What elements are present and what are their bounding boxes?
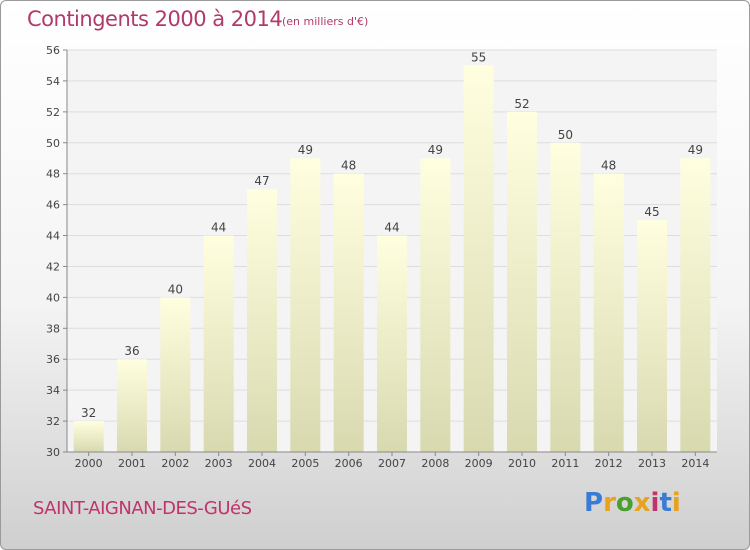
y-tick-label: 52 xyxy=(46,106,60,119)
logo-letter: i xyxy=(650,488,660,518)
y-tick-label: 48 xyxy=(46,168,60,181)
y-axis-ticks: 30 32 34 36 38 40 42 44 46 48 50 52 54 56 xyxy=(46,44,67,459)
x-tick-label: 2010 xyxy=(508,457,536,470)
bar-2004 xyxy=(247,189,277,452)
bar-2013 xyxy=(637,220,667,452)
data-label: 32 xyxy=(81,406,96,420)
x-tick-label: 2013 xyxy=(638,457,666,470)
x-tick-label: 2011 xyxy=(551,457,579,470)
y-tick-label: 34 xyxy=(46,384,60,397)
y-tick-label: 54 xyxy=(46,75,60,88)
data-label: 49 xyxy=(298,143,313,157)
bar-2010 xyxy=(507,111,537,452)
data-label: 55 xyxy=(471,50,486,64)
y-tick-label: 50 xyxy=(46,137,60,150)
x-tick-label: 2007 xyxy=(378,457,406,470)
y-tick-label: 56 xyxy=(46,44,60,57)
y-tick-label: 30 xyxy=(46,446,60,459)
data-label: 52 xyxy=(514,97,529,111)
bar-2001 xyxy=(117,359,147,452)
x-tick-label: 2006 xyxy=(335,457,363,470)
bar-2000 xyxy=(73,421,104,452)
bar-2005 xyxy=(290,158,321,452)
data-label: 44 xyxy=(211,221,226,235)
bar-2008 xyxy=(420,158,451,452)
data-label: 47 xyxy=(254,174,269,188)
data-label: 48 xyxy=(601,159,616,173)
place-name: SAINT-AIGNAN-DES-GUéS xyxy=(33,498,252,519)
bar-2009 xyxy=(463,65,494,452)
logo-letter: i xyxy=(671,488,681,518)
data-labels: 32 36 40 44 47 49 48 44 49 55 52 50 48 45 49 xyxy=(81,50,703,420)
bar-2012 xyxy=(593,173,624,452)
x-tick-label: 2005 xyxy=(291,457,319,470)
bar-2003 xyxy=(203,235,234,452)
x-tick-label: 2000 xyxy=(75,457,103,470)
y-tick-label: 42 xyxy=(46,260,60,273)
y-tick-label: 38 xyxy=(46,322,60,335)
bar-2007 xyxy=(377,235,407,452)
x-tick-label: 2012 xyxy=(595,457,623,470)
bar-2011 xyxy=(550,142,581,452)
data-label: 44 xyxy=(384,221,399,235)
y-tick-label: 36 xyxy=(46,353,60,366)
x-tick-label: 2008 xyxy=(421,457,449,470)
logo-letter: t xyxy=(659,488,672,518)
y-tick-label: 32 xyxy=(46,415,60,428)
x-tick-label: 2001 xyxy=(118,457,146,470)
chart-title: Contingents 2000 à 2014 xyxy=(27,7,283,31)
bar-2014 xyxy=(680,158,711,452)
x-axis-ticks: 2000 2001 2002 2003 2004 2005 2006 2007 2008 2009… xyxy=(75,452,709,470)
y-tick-label: 40 xyxy=(46,291,60,304)
x-tick-label: 2014 xyxy=(681,457,709,470)
proxiti-logo: Proxiti xyxy=(584,488,681,518)
y-tick-label: 44 xyxy=(46,230,60,243)
logo-letter: P xyxy=(584,488,604,518)
logo-letter: r xyxy=(603,488,616,518)
data-label: 49 xyxy=(428,143,443,157)
data-label: 40 xyxy=(168,282,183,296)
logo-letter: o xyxy=(615,488,634,518)
chart-subtitle: (en milliers d'€) xyxy=(282,15,369,28)
x-tick-label: 2003 xyxy=(205,457,233,470)
data-label: 48 xyxy=(341,159,356,173)
y-tick-label: 46 xyxy=(46,199,60,212)
logo-letter: x xyxy=(633,488,651,518)
bar-2002 xyxy=(160,297,191,452)
x-tick-label: 2002 xyxy=(161,457,189,470)
data-label: 50 xyxy=(558,128,573,142)
data-label: 45 xyxy=(644,205,659,219)
data-label: 49 xyxy=(688,143,703,157)
x-tick-label: 2009 xyxy=(465,457,493,470)
data-label: 36 xyxy=(124,344,139,358)
bar-2006 xyxy=(333,173,364,452)
x-tick-label: 2004 xyxy=(248,457,276,470)
bars-group xyxy=(73,65,711,452)
